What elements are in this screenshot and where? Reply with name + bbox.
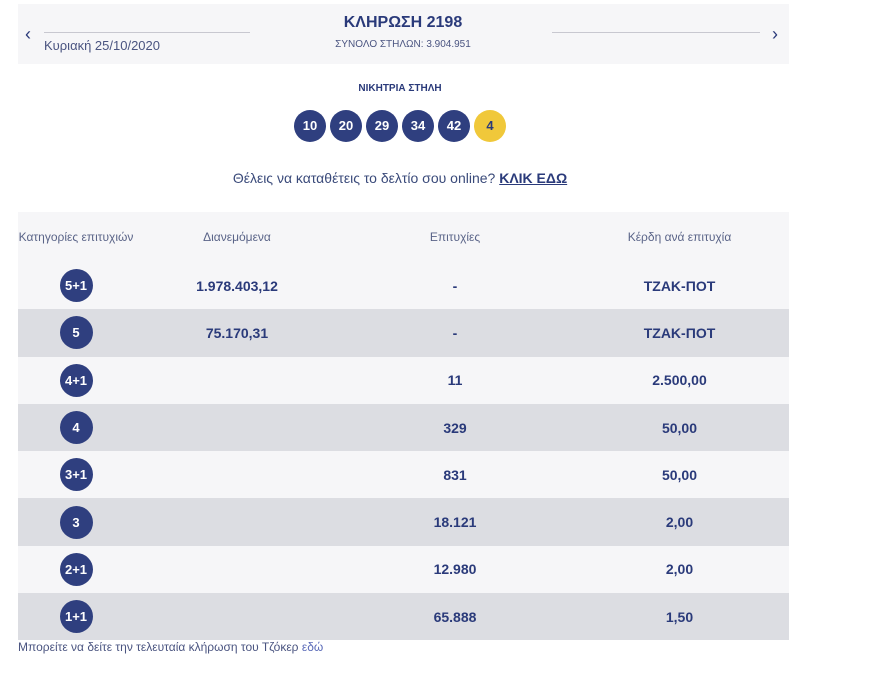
category-badge: 4+1: [59, 363, 93, 397]
table-row: 1+1 65.888 1,50: [18, 593, 789, 641]
table-row: 5+1 1.978.403,12 - ΤΖΑΚ-ΠΟΤ: [18, 262, 789, 310]
category-badge: 5+1: [59, 269, 93, 303]
table-header-row: Κατηγορίες επιτυχιών Διανεμόμενα Επιτυχί…: [18, 212, 789, 262]
category-badge: 4: [59, 411, 93, 445]
winners-value: -: [452, 324, 458, 341]
prize-value: 2,00: [665, 514, 694, 531]
category-badge: 3+1: [59, 458, 93, 492]
joker-footer-note: Μπορείτε να δείτε την τελευταία κλήρωση …: [18, 640, 323, 654]
prize-value: ΤΖΑΚ-ΠΟΤ: [643, 324, 716, 341]
header-prize: Κέρδη ανά επιτυχία: [627, 230, 732, 244]
table-row: 4+1 11 2.500,00: [18, 356, 789, 404]
table-row: 3+1 831 50,00: [18, 451, 789, 499]
prize-value: 2,00: [665, 561, 694, 578]
winners-value: 329: [443, 419, 467, 436]
next-draw-arrow-icon[interactable]: ›: [772, 24, 778, 44]
winners-value: 12.980: [433, 561, 477, 578]
prize-value: 2.500,00: [652, 372, 707, 389]
winning-number-ball: 20: [330, 110, 362, 142]
online-promo: Θέλεις να καταθέτεις το δελτίο σου onlin…: [150, 170, 650, 186]
category-badge: 1+1: [59, 600, 93, 634]
total-columns: ΣΥΝΟΛΟ ΣΤΗΛΩΝ: 3.904.951: [335, 39, 471, 50]
winning-number-ball: 29: [366, 110, 398, 142]
footer-text: Μπορείτε να δείτε την τελευταία κλήρωση …: [18, 640, 299, 654]
header-winners: Επιτυχίες: [429, 230, 481, 244]
prize-value: 1,50: [665, 608, 694, 625]
divider-left: [44, 32, 250, 33]
category-badge: 5: [59, 316, 93, 350]
category-badge: 2+1: [59, 552, 93, 586]
joker-number-ball: 4: [474, 110, 506, 142]
divider-right: [552, 32, 760, 33]
prize-value: ΤΖΑΚ-ΠΟΤ: [643, 277, 716, 294]
winners-value: 18.121: [433, 514, 477, 531]
distributed-value: 75.170,31: [205, 324, 269, 341]
promo-text: Θέλεις να καταθέτεις το δελτίο σου onlin…: [232, 170, 496, 186]
distributed-value: 1.978.403,12: [196, 277, 278, 294]
prize-value: 50,00: [661, 466, 698, 483]
table-row: 3 18.121 2,00: [18, 498, 789, 546]
winners-value: -: [452, 277, 458, 294]
draw-title: ΚΛΗΡΩΣΗ 2198: [343, 14, 463, 31]
table-row: 5 75.170,31 - ΤΖΑΚ-ΠΟΤ: [18, 309, 789, 357]
winning-column-label: ΝΙΚΗΤΡΙΑ ΣΤΗΛΗ: [358, 83, 442, 94]
draw-date: Κυριακή 25/10/2020: [44, 38, 160, 53]
footer-here-link[interactable]: εδώ: [301, 640, 324, 654]
table-row: 4 329 50,00: [18, 403, 789, 452]
winning-number-ball: 10: [294, 110, 326, 142]
draw-header: ‹ Κυριακή 25/10/2020 ΚΛΗΡΩΣΗ 2198 ΣΥΝΟΛΟ…: [18, 4, 789, 64]
header-categories: Κατηγορίες επιτυχιών: [18, 230, 134, 244]
winning-number-ball: 34: [402, 110, 434, 142]
winning-numbers: 10 20 29 34 42 4: [294, 110, 506, 142]
winners-value: 65.888: [433, 608, 477, 625]
winning-number-ball: 42: [438, 110, 470, 142]
winners-value: 831: [443, 466, 467, 483]
previous-draw-arrow-icon[interactable]: ‹: [25, 24, 31, 44]
click-here-link[interactable]: ΚΛΙΚ ΕΔΩ: [499, 170, 568, 186]
table-row: 2+1 12.980 2,00: [18, 545, 789, 594]
prize-value: 50,00: [661, 419, 698, 436]
winners-value: 11: [447, 372, 463, 389]
category-badge: 3: [59, 505, 93, 539]
header-distributed: Διανεμόμενα: [203, 230, 271, 244]
results-table: Κατηγορίες επιτυχιών Διανεμόμενα Επιτυχί…: [18, 212, 789, 641]
